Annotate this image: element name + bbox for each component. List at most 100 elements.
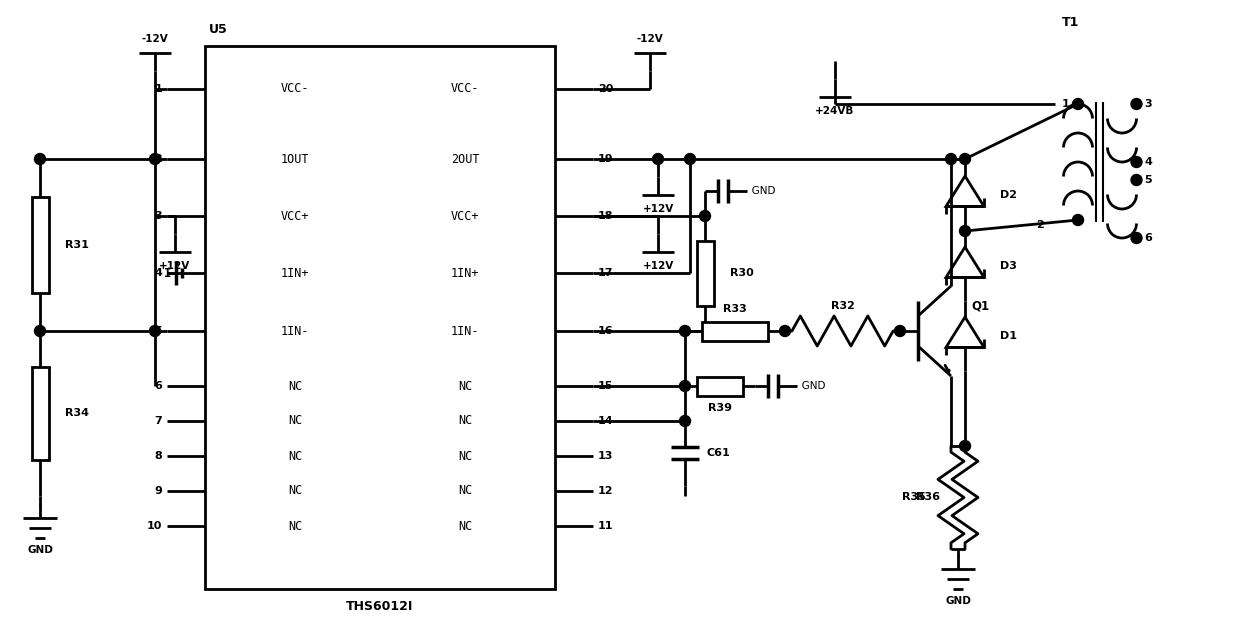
Text: NC: NC [288,519,303,533]
Circle shape [1073,215,1084,225]
Text: R30: R30 [730,269,754,278]
Text: +12V: +12V [642,204,673,214]
Text: R35: R35 [903,493,926,502]
Text: NC: NC [288,415,303,427]
Text: 15: 15 [598,381,614,391]
Text: 4: 4 [154,268,162,278]
Text: 8: 8 [154,451,162,461]
Circle shape [150,153,160,165]
Text: -12V: -12V [636,34,663,44]
Text: VCC-: VCC- [451,83,479,95]
Text: R39: R39 [708,403,732,413]
Text: 5: 5 [1145,175,1152,185]
Circle shape [1131,175,1142,186]
Text: 2: 2 [154,154,162,164]
Text: R36: R36 [916,493,940,502]
Text: D2: D2 [999,190,1017,200]
Bar [205,46,556,589]
Circle shape [960,153,971,165]
Text: C61: C61 [707,449,730,459]
Circle shape [945,153,956,165]
Text: 9: 9 [154,486,162,496]
Circle shape [894,326,905,336]
Bar [702,322,768,341]
Bar [31,197,48,293]
Text: VCC-: VCC- [280,83,309,95]
Text: +12V: +12V [160,261,191,271]
Text: 2OUT: 2OUT [451,153,479,165]
Text: NC: NC [458,519,472,533]
Circle shape [1073,98,1084,110]
Text: 4: 4 [1145,157,1152,167]
Text: VCC+: VCC+ [280,209,309,223]
Text: NC: NC [458,379,472,392]
Text: THS6012I: THS6012I [346,601,414,613]
Text: D3: D3 [999,261,1017,271]
Text: 16: 16 [598,326,614,336]
Text: 20: 20 [598,84,614,94]
Text: 6: 6 [1145,233,1152,243]
Circle shape [652,153,663,165]
Text: 1IN+: 1IN+ [280,266,309,280]
Text: I: I [164,266,172,280]
Text: 13: 13 [598,451,614,461]
Text: 6: 6 [154,381,162,391]
Text: 1: 1 [1061,99,1070,109]
Text: GND: GND [27,545,53,555]
Text: R32: R32 [831,301,854,311]
Text: R33: R33 [723,304,746,314]
Bar [697,241,713,305]
Circle shape [1131,156,1142,167]
Text: GND: GND [945,596,971,606]
Text: · GND: · GND [795,381,826,391]
Text: +24VB: +24VB [816,106,854,116]
Text: VCC+: VCC+ [451,209,479,223]
Circle shape [1131,98,1142,110]
Circle shape [35,326,46,336]
Circle shape [680,326,691,336]
Text: NC: NC [458,415,472,427]
Text: 17: 17 [598,268,614,278]
Circle shape [960,440,971,452]
Text: NC: NC [458,485,472,497]
Text: 10: 10 [146,521,162,531]
Text: T1: T1 [1061,16,1079,30]
Text: 14: 14 [598,416,614,426]
Circle shape [150,326,160,336]
Circle shape [960,225,971,237]
Circle shape [680,380,691,391]
Text: 1: 1 [154,84,162,94]
Text: D1: D1 [999,331,1017,341]
Bar [697,377,743,396]
Text: NC: NC [288,379,303,392]
Text: 2: 2 [1037,220,1044,230]
Text: Q1: Q1 [971,300,990,312]
Text: 1IN-: 1IN- [451,324,479,338]
Text: 3: 3 [1145,99,1152,109]
Text: R31: R31 [64,240,89,250]
Text: 1OUT: 1OUT [280,153,309,165]
Circle shape [684,153,696,165]
Text: 3: 3 [154,211,162,221]
Circle shape [35,153,46,165]
Text: U5: U5 [210,23,228,35]
Text: 12: 12 [598,486,614,496]
Text: NC: NC [458,449,472,463]
Text: 1IN-: 1IN- [280,324,309,338]
Text: 19: 19 [598,154,614,164]
Text: NC: NC [288,485,303,497]
Text: 18: 18 [598,211,614,221]
Text: 7: 7 [154,416,162,426]
Circle shape [780,326,791,336]
Circle shape [680,415,691,427]
Circle shape [1131,232,1142,244]
Text: -12V: -12V [141,34,169,44]
Text: 1IN+: 1IN+ [451,266,479,280]
Bar [31,367,48,460]
Text: +12V: +12V [642,261,673,271]
Text: · GND: · GND [745,186,775,196]
Circle shape [699,211,711,221]
Text: R34: R34 [64,408,89,418]
Text: 11: 11 [598,521,614,531]
Text: NC: NC [288,449,303,463]
